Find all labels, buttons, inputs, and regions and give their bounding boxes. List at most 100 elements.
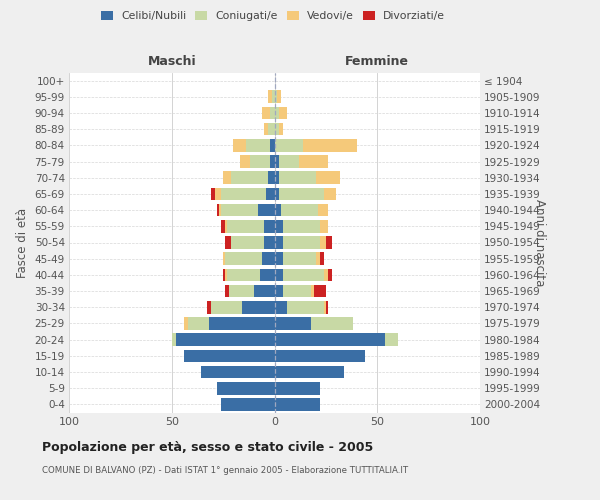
Bar (239, 155, 250, 168)
Bar (262, 252, 275, 265)
Bar (225, 236, 232, 249)
Bar (283, 252, 316, 265)
Bar (232, 236, 264, 249)
Bar (225, 285, 229, 298)
Bar (223, 252, 225, 265)
Bar (275, 155, 278, 168)
Bar (275, 366, 344, 378)
Bar (217, 204, 219, 216)
Bar (275, 252, 283, 265)
Y-axis label: Fasce di età: Fasce di età (16, 208, 29, 278)
Bar (250, 155, 271, 168)
Bar (287, 301, 324, 314)
Bar (225, 268, 227, 281)
Bar (283, 236, 320, 249)
Text: Maschi: Maschi (148, 54, 196, 68)
Bar (227, 220, 264, 232)
Bar (215, 188, 221, 200)
Bar (246, 139, 271, 151)
Bar (184, 350, 275, 362)
Bar (258, 204, 275, 216)
Bar (275, 106, 278, 120)
Bar (314, 285, 326, 298)
Bar (268, 90, 272, 103)
Bar (266, 188, 275, 200)
Text: Femmine: Femmine (345, 54, 409, 68)
Bar (268, 123, 275, 136)
Bar (275, 285, 283, 298)
Bar (271, 155, 275, 168)
Bar (275, 139, 303, 151)
Bar (233, 139, 246, 151)
Bar (275, 398, 320, 410)
Bar (271, 106, 275, 120)
Bar (221, 220, 225, 232)
Bar (316, 252, 320, 265)
Bar (303, 139, 356, 151)
Bar (264, 236, 275, 249)
Text: COMUNE DI BALVANO (PZ) - Dati ISTAT 1° gennaio 2005 - Elaborazione TUTTITALIA.IT: COMUNE DI BALVANO (PZ) - Dati ISTAT 1° g… (42, 466, 408, 475)
Bar (275, 268, 283, 281)
Bar (219, 204, 221, 216)
Bar (278, 188, 324, 200)
Bar (221, 398, 275, 410)
Bar (275, 350, 365, 362)
Bar (275, 334, 385, 346)
Bar (275, 382, 320, 394)
Bar (275, 301, 287, 314)
Bar (275, 236, 283, 249)
Bar (316, 172, 340, 184)
Bar (326, 301, 328, 314)
Bar (283, 285, 311, 298)
Y-axis label: Anni di nascita: Anni di nascita (533, 199, 547, 286)
Bar (211, 301, 242, 314)
Bar (275, 204, 281, 216)
Bar (275, 220, 283, 232)
Bar (264, 123, 268, 136)
Bar (320, 236, 326, 249)
Bar (275, 172, 278, 184)
Bar (271, 139, 275, 151)
Bar (275, 90, 277, 103)
Bar (172, 334, 176, 346)
Bar (275, 123, 278, 136)
Bar (324, 268, 328, 281)
Bar (242, 301, 275, 314)
Bar (225, 220, 227, 232)
Bar (277, 90, 281, 103)
Bar (184, 317, 188, 330)
Bar (211, 188, 215, 200)
Bar (225, 252, 262, 265)
Bar (320, 252, 324, 265)
Bar (317, 204, 328, 216)
Bar (283, 220, 320, 232)
Bar (311, 285, 314, 298)
Bar (328, 268, 332, 281)
Bar (217, 382, 275, 394)
Bar (268, 172, 275, 184)
Bar (232, 172, 268, 184)
Bar (221, 204, 258, 216)
Bar (324, 301, 326, 314)
Bar (200, 366, 275, 378)
Bar (223, 268, 225, 281)
Bar (278, 106, 287, 120)
Bar (221, 188, 266, 200)
Bar (272, 90, 275, 103)
Bar (281, 204, 317, 216)
Bar (283, 268, 324, 281)
Bar (262, 106, 271, 120)
Bar (223, 172, 232, 184)
Bar (260, 268, 275, 281)
Bar (278, 172, 316, 184)
Bar (320, 220, 328, 232)
Bar (278, 123, 283, 136)
Bar (176, 334, 275, 346)
Bar (229, 285, 254, 298)
Text: Popolazione per età, sesso e stato civile - 2005: Popolazione per età, sesso e stato civil… (42, 441, 373, 454)
Bar (275, 317, 311, 330)
Legend: Celibi/Nubili, Coniugati/e, Vedovi/e, Divorziati/e: Celibi/Nubili, Coniugati/e, Vedovi/e, Di… (97, 6, 449, 26)
Bar (254, 285, 275, 298)
Bar (206, 301, 211, 314)
Bar (209, 317, 275, 330)
